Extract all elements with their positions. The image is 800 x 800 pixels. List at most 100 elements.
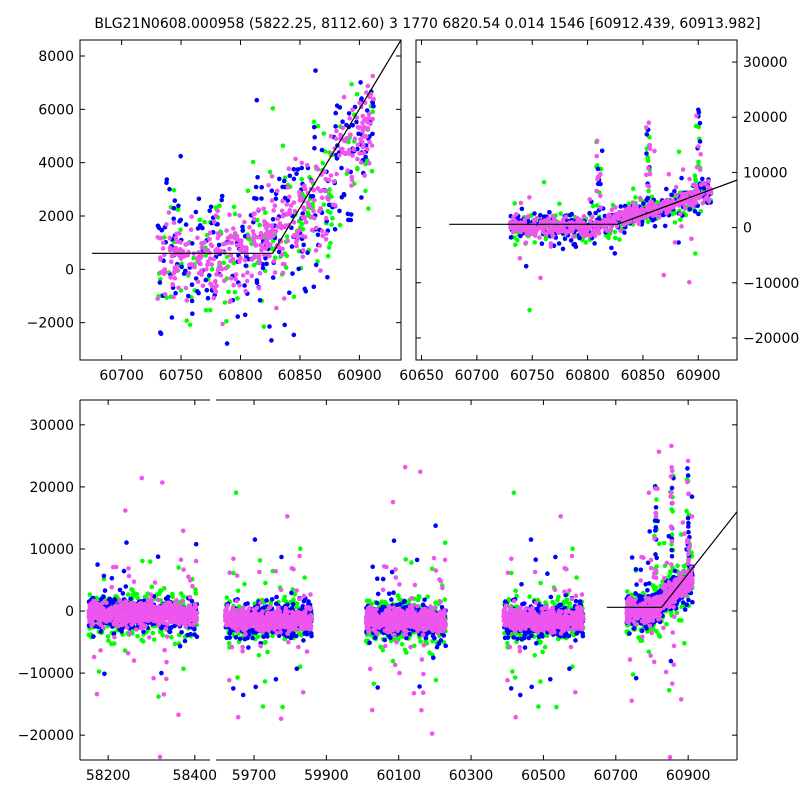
topright-series-blue-point	[538, 212, 543, 218]
bottom-seg1-series-magenta-point	[129, 608, 135, 614]
topright-series-magenta-point	[594, 138, 600, 144]
topleft-series-green-point	[232, 211, 238, 217]
topleft-series-blue-point	[291, 176, 297, 182]
topleft-series-magenta-point	[255, 235, 260, 240]
bottom-seg2-series-magenta-point	[227, 570, 232, 575]
bottom-seg1-series-magenta-point	[100, 625, 106, 630]
bottom-seg2-series-magenta-point	[281, 613, 287, 619]
bottom-seg1-series-blue-point	[108, 600, 114, 605]
bottom-seg2-series-magenta-point	[283, 605, 289, 611]
bottom-seg2-series-magenta-point	[287, 626, 293, 631]
topleft-series-green-point	[261, 324, 267, 329]
topleft-series-blue-point	[270, 217, 276, 222]
topleft-series-magenta-point	[251, 216, 257, 222]
bottom-seg1-series-magenta-point	[123, 508, 128, 513]
topright-series-magenta-point	[661, 199, 666, 205]
topright-series-magenta-point	[644, 172, 649, 177]
bottom-seg2-series-magenta-point	[259, 618, 265, 623]
topleft-series-blue-point	[171, 205, 177, 211]
topleft-series-magenta-point	[359, 125, 364, 130]
topleft-series-magenta-point	[283, 223, 289, 228]
bottom-seg2-series-green-point	[427, 650, 432, 655]
bottom-seg1-series-magenta-point	[144, 610, 149, 616]
topleft-series-green-point	[207, 307, 213, 313]
topright-series-magenta-point	[676, 203, 682, 208]
topleft-series-magenta-point	[257, 260, 262, 266]
topleft-series-green-point	[221, 260, 227, 266]
topleft-series-green-point	[311, 119, 317, 125]
topleft-series-green-point	[280, 143, 286, 149]
topleft-xtick-label: 60900	[337, 368, 382, 384]
topleft-series-magenta-point	[173, 235, 179, 241]
bottom-seg1-series-magenta-point	[184, 619, 189, 625]
topright-series-magenta-point	[687, 280, 692, 285]
bottom-seg1-series-magenta-point	[183, 624, 189, 630]
topleft-series-magenta-point	[227, 212, 232, 217]
topleft-series-green-point	[325, 253, 331, 259]
topright-series-magenta-point	[673, 184, 679, 190]
bottom-seg2-series-blue-point	[249, 627, 255, 633]
topleft-series-magenta-point	[199, 245, 205, 250]
topleft-series-magenta-point	[297, 189, 302, 195]
bottom-seg2-series-magenta-point	[308, 606, 313, 612]
topleft-series-magenta-point	[240, 273, 246, 278]
topleft-series-green-point	[187, 322, 193, 328]
topleft-series-magenta-point	[237, 247, 243, 253]
bottom-seg1-series-green-point	[181, 666, 186, 671]
bottom-seg1-series-green-point	[172, 641, 178, 647]
topleft-series-magenta-point	[292, 209, 298, 214]
topleft-series-magenta-point	[331, 179, 337, 184]
topleft-series-magenta-point	[351, 147, 357, 152]
bottom-seg1-series-green-point	[109, 641, 114, 647]
topright-series-green-point	[513, 242, 518, 247]
bottom-seg2-series-green-point	[395, 593, 401, 599]
topright-series-blue-point	[697, 139, 703, 144]
topleft-series-magenta-point	[326, 197, 331, 202]
bottom-seg1-series-blue-point	[101, 594, 106, 600]
topright-series-green-point	[696, 124, 701, 130]
bottom-seg1-series-magenta-point	[137, 610, 142, 616]
bottom-seg1-series-magenta-point	[127, 631, 133, 636]
topright-series-magenta-point	[636, 217, 642, 223]
topleft-series-green-point	[250, 159, 256, 165]
topright-ytick-label: 10000	[743, 165, 788, 181]
topleft-series-magenta-point	[269, 174, 275, 179]
topleft-series-blue-point	[295, 167, 301, 172]
topleft-series-magenta-point	[285, 184, 291, 190]
topleft-series-green-point	[263, 210, 268, 215]
topleft-series-green-point	[184, 318, 189, 324]
topright-series-blue-point	[523, 263, 529, 269]
topleft-series-blue-point	[189, 241, 195, 246]
topleft-series-magenta-point	[222, 278, 227, 284]
topleft-series-green-point	[370, 109, 376, 115]
topleft-series-magenta-point	[266, 183, 271, 188]
topleft-series-magenta-point	[323, 215, 329, 221]
bottom-seg2-series-blue-point	[273, 677, 279, 682]
topleft-series-magenta-point	[175, 239, 180, 244]
topleft-series-magenta-point	[237, 259, 242, 264]
topleft-series-magenta-point	[223, 241, 228, 246]
topleft-series-blue-point	[350, 123, 356, 128]
bottom-seg2-series-green-point	[302, 575, 308, 580]
topleft-series-magenta-point	[227, 246, 232, 252]
bottom-seg1-series-magenta-point	[98, 648, 103, 653]
topright-series-magenta-point	[524, 224, 530, 229]
bottom-seg1-series-green-point	[180, 594, 186, 599]
topleft-series-magenta-point	[273, 228, 279, 234]
topleft-series-magenta-point	[223, 266, 229, 271]
topleft-series-green-point	[291, 294, 297, 300]
bottom-seg2-series-magenta-point	[286, 639, 291, 645]
topleft-series-magenta-point	[212, 279, 218, 285]
topleft-series-magenta-point	[369, 143, 375, 148]
topleft-series-magenta-point	[245, 270, 250, 275]
topleft-series-green-point	[299, 221, 305, 227]
topleft-series-magenta-point	[244, 245, 249, 250]
topright-series-magenta-point	[694, 113, 699, 118]
bottom-seg2-series-blue-point	[227, 635, 232, 640]
topright-series-magenta-point	[534, 215, 539, 221]
topleft-series-blue-point	[310, 193, 316, 199]
topleft-series-magenta-point	[341, 94, 347, 100]
bottom-seg2-series-magenta-point	[304, 649, 310, 654]
topleft-series-green-point	[303, 421, 308, 426]
topleft-series-blue-point	[203, 277, 209, 283]
